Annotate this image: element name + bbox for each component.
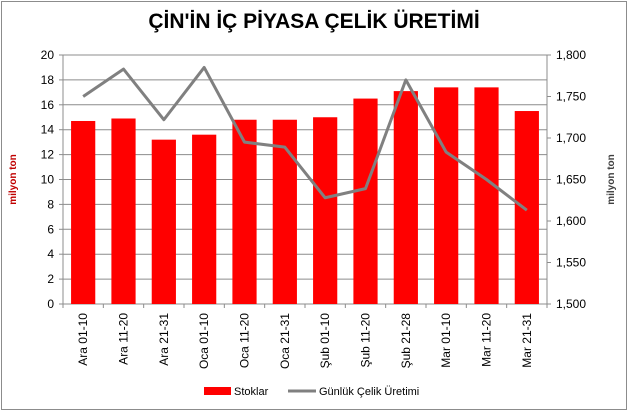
left-tick-label: 6 [47,222,54,236]
legend-label-uretim: Günlük Çelik Üretimi [319,386,419,398]
right-tick-label: 1,700 [556,131,586,145]
right-tick-label: 1,550 [556,256,586,270]
category-label: Ara 11-20 [117,313,131,365]
left-tick-label: 2 [47,272,54,286]
left-tick-label: 20 [41,48,55,62]
left-tick-label: 8 [47,197,54,211]
category-label: Oca 21-31 [278,313,292,369]
bar [514,111,539,305]
series-line [82,65,528,212]
legend-swatch-bar [204,387,231,395]
category-label: Ara 21-31 [157,313,171,366]
category-label: Şub 21-28 [399,313,413,369]
right-tick-label: 1,800 [556,48,586,62]
left-tick-label: 12 [41,148,55,162]
bar [71,120,96,304]
left-tick-label: 0 [47,297,54,311]
bar [434,87,459,305]
bar [474,87,499,305]
chart-title: ÇİN'İN İÇ PİYASA ÇELİK ÜRETİMİ [148,10,480,33]
legend-label-stoklar: Stoklar [234,386,269,398]
category-label: Mar 21-31 [520,313,534,368]
bar [232,119,257,305]
bar [151,139,176,304]
left-tick-label: 4 [47,247,54,261]
right-tick-label: 1,500 [556,297,586,311]
bar [272,119,297,305]
right-tick-label: 1,600 [556,214,586,228]
category-label: Oca 11-20 [238,313,252,368]
category-label: Oca 01-10 [197,313,211,369]
left-tick-label: 16 [41,98,55,112]
category-label: Mar 11-20 [480,313,494,367]
category-label: Ara 01-10 [76,313,90,366]
category-label: Mar 01-10 [439,313,453,368]
right-axis-title: milyon ton [606,154,617,205]
bar [111,118,136,305]
right-tick-label: 1,750 [556,90,586,104]
bar [393,91,418,304]
right-tick-label: 1,650 [556,173,586,187]
left-axis-title: milyon ton [8,154,19,205]
bar [353,98,378,304]
category-label: Şub 01-10 [318,313,332,369]
category-label: Şub 11-20 [359,313,373,368]
left-tick-label: 10 [41,173,55,187]
left-tick-label: 14 [41,123,55,137]
bar [313,117,338,304]
left-tick-label: 18 [41,73,55,87]
bar [192,134,217,304]
